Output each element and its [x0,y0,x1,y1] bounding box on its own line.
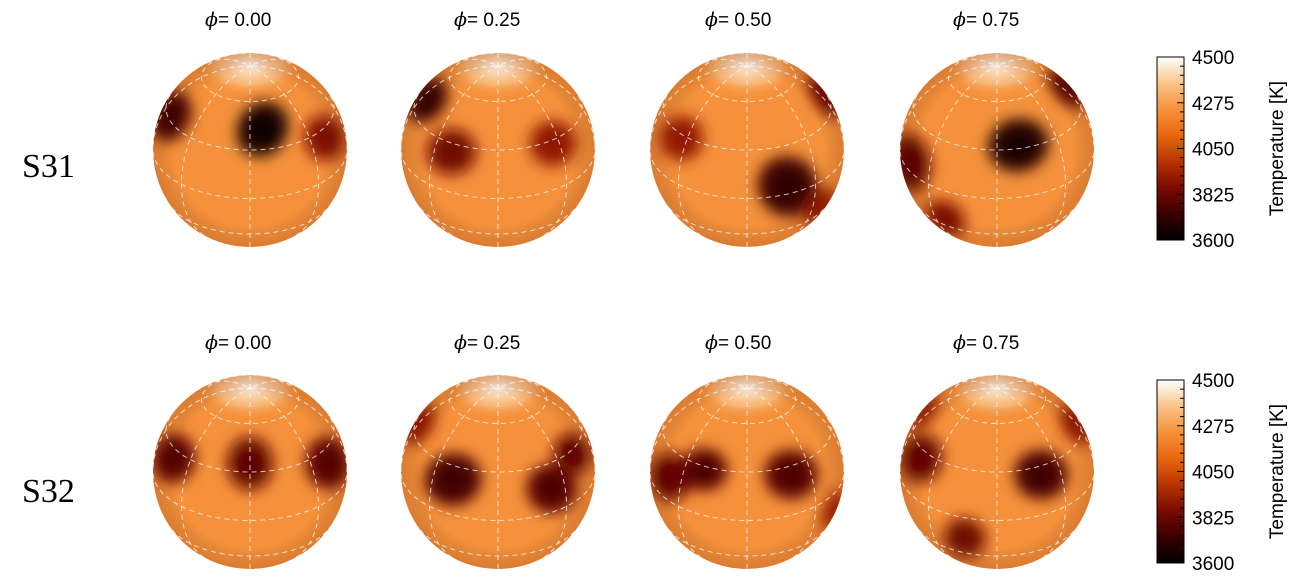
phase-label: ϕ= 0.00 [205,332,271,354]
phase-label: ϕ= 0.00 [205,9,271,31]
phase-labels-row-1: ϕ= 0.00 ϕ= 0.25 ϕ= 0.50 ϕ= 0.75 [205,9,1019,31]
colorbar-tick-label: 4500 [1192,371,1234,392]
coordinate-grid [650,375,844,569]
colorbar: 4500 4275 4050 3825 3600 Temperature [K] [1156,48,1288,252]
star-disk [401,53,595,247]
row-label-s32: S32 [22,473,75,510]
colorbar-scale [1156,56,1185,241]
phase-label: ϕ= 0.50 [705,9,771,31]
phase-label: ϕ= 0.75 [953,332,1019,354]
star-disk [650,53,844,247]
colorbar-tick-label: 4275 [1192,94,1234,115]
colorbar-tick-label: 4275 [1192,417,1234,438]
stellar-surface-maps [153,53,1094,569]
phase-label: ϕ= 0.50 [705,332,771,354]
phase-label: ϕ= 0.75 [953,9,1019,31]
colorbar-tick-label: 3825 [1192,508,1234,529]
phase-label: ϕ= 0.25 [454,332,520,354]
phase-labels-row-2: ϕ= 0.00 ϕ= 0.25 ϕ= 0.50 ϕ= 0.75 [205,332,1019,354]
coordinate-grid [153,375,347,569]
star-disk [900,53,1094,247]
phase-label: ϕ= 0.25 [454,9,520,31]
coordinate-grid [153,53,347,247]
colorbar-tick-label: 3600 [1192,231,1234,252]
star-disk [650,375,844,569]
colorbar-tick-label: 4050 [1192,463,1234,484]
star-disk [401,375,595,569]
star-disk [900,375,1094,569]
colorbar-title: Temperature [K] [1267,81,1288,216]
colorbar-title: Temperature [K] [1267,404,1288,539]
coordinate-grid [650,53,844,247]
row-label-s31: S31 [22,148,75,185]
coordinate-grid [900,53,1094,247]
colorbar: 4500 4275 4050 3825 3600 Temperature [K] [1156,371,1288,575]
coordinate-grid [900,375,1094,569]
colorbar-tick-label: 4050 [1192,140,1234,161]
coordinate-grid [401,375,595,569]
colorbar-tick-label: 4500 [1192,48,1234,69]
coordinate-grid [401,53,595,247]
colorbar-tick-label: 3825 [1192,185,1234,206]
star-disk [153,375,347,569]
star-disk [153,53,347,247]
colorbar-tick-label: 3600 [1192,554,1234,575]
